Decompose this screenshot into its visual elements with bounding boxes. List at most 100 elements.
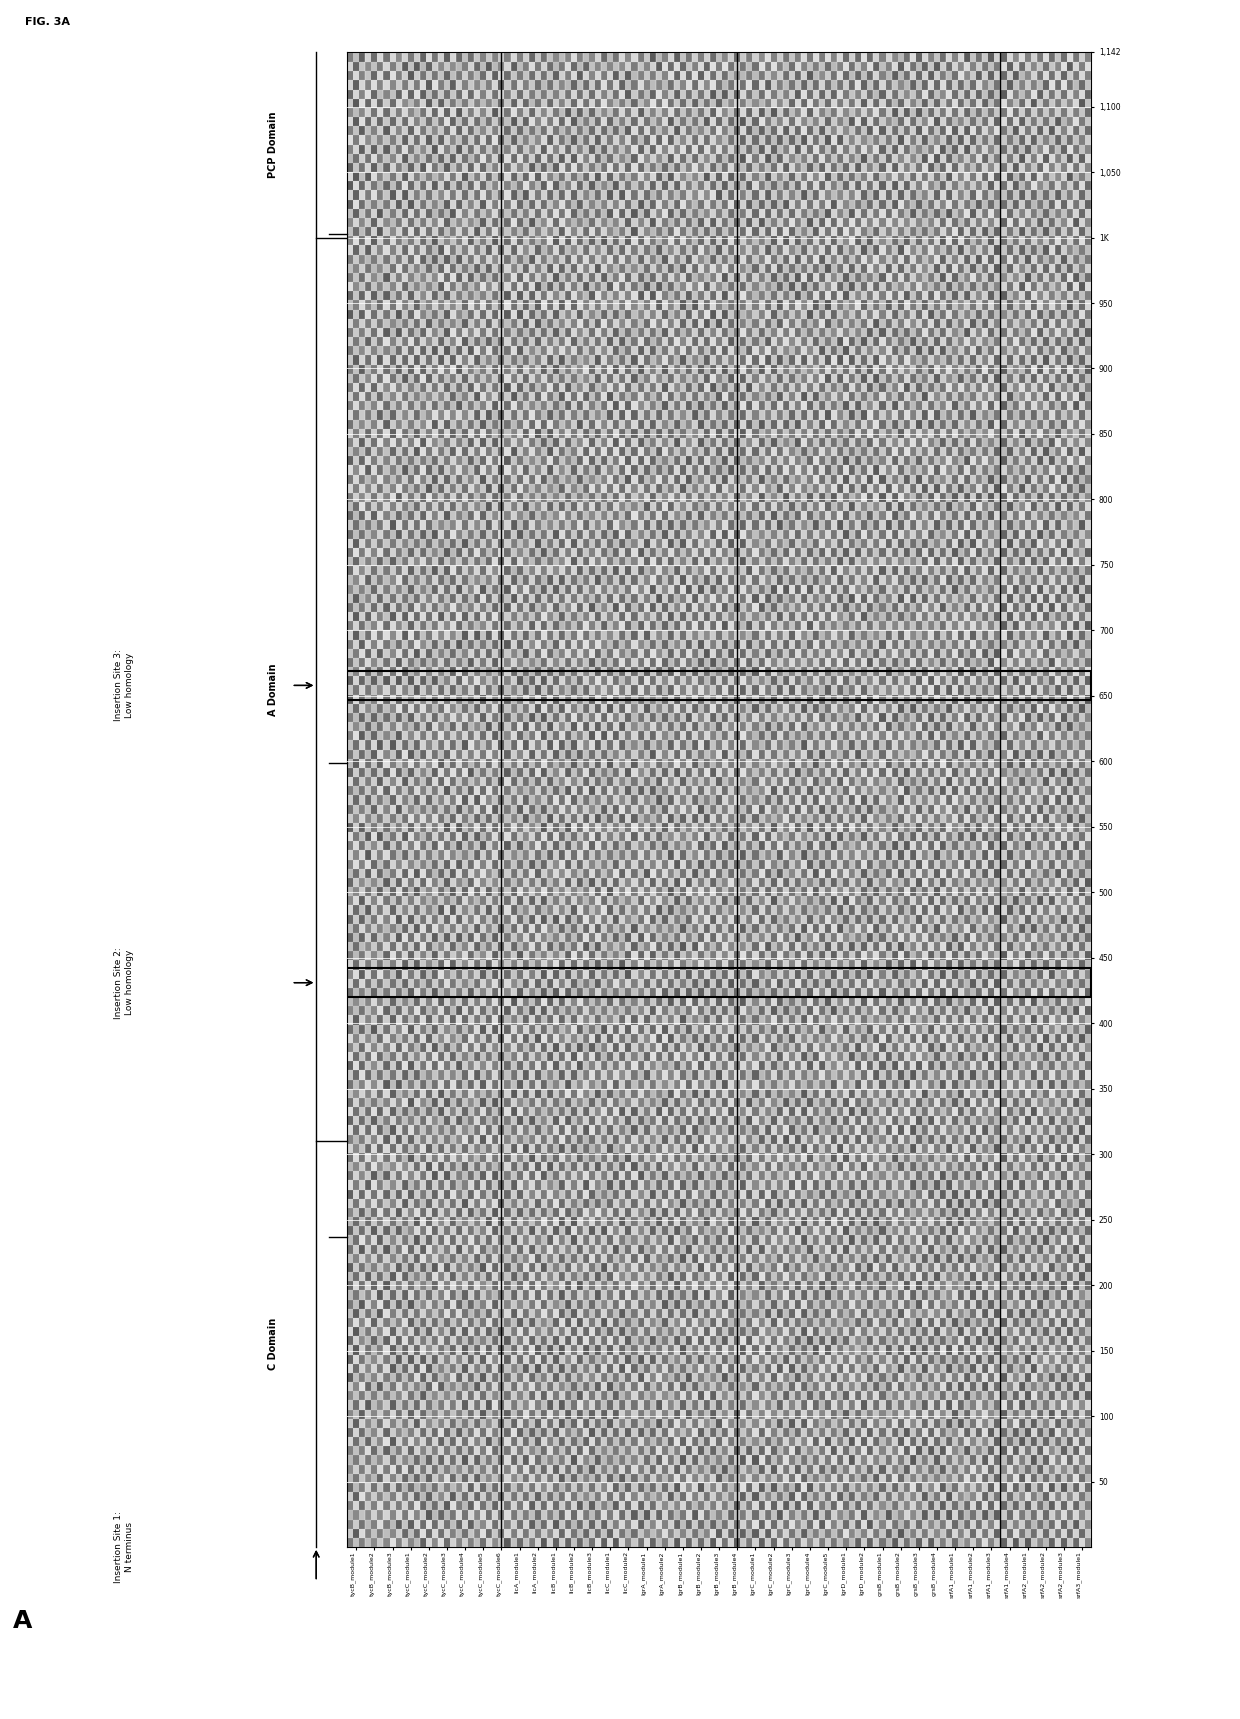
Bar xyxy=(994,906,1001,915)
Bar xyxy=(463,1171,469,1181)
Bar xyxy=(668,612,673,621)
Bar xyxy=(595,81,601,89)
Bar xyxy=(1024,456,1030,466)
Bar xyxy=(372,1071,377,1080)
Bar xyxy=(498,1208,505,1217)
Bar xyxy=(776,383,782,392)
Bar xyxy=(528,291,534,301)
Bar xyxy=(928,1006,934,1016)
Bar xyxy=(553,860,559,868)
Bar xyxy=(1013,777,1018,786)
Bar xyxy=(892,1135,898,1143)
Bar xyxy=(511,466,517,474)
Bar xyxy=(843,81,849,89)
Bar xyxy=(910,1153,916,1162)
Bar xyxy=(450,1263,456,1272)
Bar xyxy=(360,53,366,62)
Bar xyxy=(904,273,910,282)
Bar xyxy=(1066,731,1073,741)
Bar xyxy=(770,1052,776,1061)
Bar xyxy=(372,438,377,447)
Bar xyxy=(818,392,825,401)
Bar xyxy=(505,447,511,456)
Bar xyxy=(862,1171,868,1181)
Bar xyxy=(492,1052,498,1061)
Bar xyxy=(1013,603,1018,612)
Bar xyxy=(420,1226,425,1236)
Bar xyxy=(686,860,692,868)
Bar xyxy=(765,521,770,529)
Bar xyxy=(1073,62,1079,70)
Bar xyxy=(952,328,959,337)
Bar xyxy=(959,713,965,722)
Bar xyxy=(837,337,843,346)
Bar xyxy=(583,263,589,273)
Bar xyxy=(668,328,673,337)
Bar xyxy=(565,144,570,153)
Bar xyxy=(456,411,463,419)
Bar xyxy=(1061,741,1066,749)
Bar xyxy=(389,1153,396,1162)
Bar xyxy=(789,328,795,337)
Bar xyxy=(528,1263,534,1272)
Bar xyxy=(746,1198,753,1208)
Bar xyxy=(463,1327,469,1336)
Bar xyxy=(1079,1006,1085,1016)
Bar xyxy=(1037,631,1043,639)
Bar xyxy=(1001,951,1007,961)
Bar xyxy=(765,832,770,841)
Bar xyxy=(1061,1080,1066,1088)
Bar xyxy=(480,318,486,328)
Bar xyxy=(765,70,770,81)
Bar xyxy=(759,639,765,648)
Bar xyxy=(402,951,408,961)
Bar xyxy=(498,612,505,621)
Bar xyxy=(904,997,910,1006)
Bar xyxy=(879,401,885,411)
Bar xyxy=(970,263,976,273)
Bar xyxy=(1061,62,1066,70)
Bar xyxy=(807,1116,813,1126)
Bar xyxy=(396,428,402,438)
Bar xyxy=(898,466,904,474)
Bar xyxy=(946,768,952,777)
Bar xyxy=(892,474,898,483)
Bar xyxy=(831,942,837,951)
Bar xyxy=(601,923,608,933)
Bar xyxy=(759,1217,765,1226)
Bar xyxy=(740,1327,746,1336)
Bar xyxy=(1001,254,1007,263)
Bar xyxy=(438,144,444,153)
Bar xyxy=(994,1401,1001,1410)
Bar xyxy=(425,786,432,796)
Bar xyxy=(988,163,994,172)
Bar xyxy=(740,593,746,603)
Bar xyxy=(868,1236,873,1245)
Bar xyxy=(1079,1171,1085,1181)
Bar xyxy=(650,246,656,254)
Bar xyxy=(959,694,965,703)
Bar xyxy=(589,328,595,337)
Bar xyxy=(892,483,898,493)
Bar xyxy=(916,796,921,804)
Bar xyxy=(631,1410,637,1418)
Bar xyxy=(1066,89,1073,98)
Bar xyxy=(1037,153,1043,163)
Bar xyxy=(492,988,498,997)
Bar xyxy=(789,1116,795,1126)
Bar xyxy=(366,1088,372,1098)
Bar xyxy=(650,1501,656,1511)
Bar xyxy=(831,749,837,758)
Bar xyxy=(934,401,940,411)
Bar xyxy=(711,502,717,511)
Bar xyxy=(801,694,807,703)
Bar xyxy=(673,191,680,199)
Bar xyxy=(450,1410,456,1418)
Bar xyxy=(916,1327,921,1336)
Bar xyxy=(469,53,474,62)
Bar xyxy=(885,1071,892,1080)
Bar xyxy=(885,346,892,356)
Bar xyxy=(541,328,547,337)
Bar xyxy=(898,631,904,639)
Bar xyxy=(982,125,988,136)
